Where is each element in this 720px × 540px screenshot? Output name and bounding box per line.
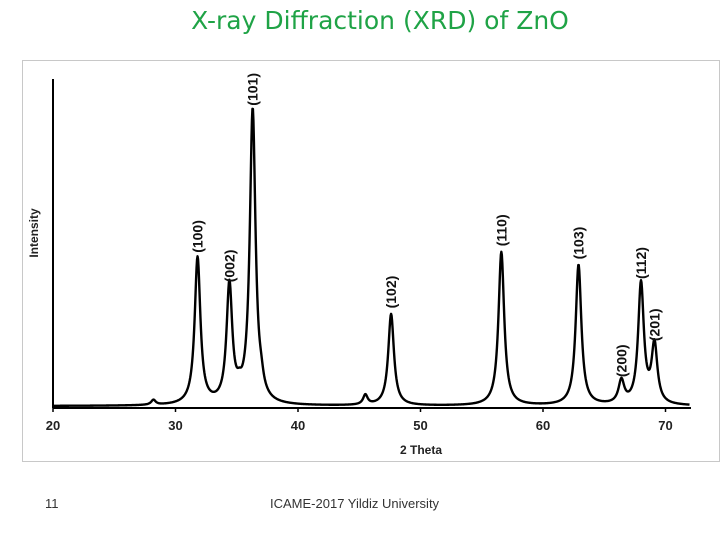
peak-label: (112) <box>633 247 649 279</box>
xrd-spectrum-line <box>52 107 691 407</box>
peak-label: (201) <box>647 308 663 341</box>
x-axis-label: 2 Theta <box>400 443 442 457</box>
x-tick-label: 20 <box>46 418 60 433</box>
x-tick-label: 70 <box>658 418 672 433</box>
peak-label: (100) <box>190 220 206 253</box>
y-axis-label: Intensity <box>27 208 41 258</box>
xrd-chart-svg: 20 30 40 50 60 70 (100) (002) (101) (102) (110) (10… <box>27 73 691 457</box>
xrd-chart: 20 30 40 50 60 70 (100) (002) (101) (102) (110) (10… <box>22 60 720 462</box>
slide-title: X-ray Diffraction (XRD) of ZnO <box>191 6 569 35</box>
peak-label: (110) <box>493 214 509 246</box>
peak-label: (200) <box>613 344 629 377</box>
peak-label: (103) <box>571 227 587 260</box>
peak-label: (101) <box>245 73 261 106</box>
page-number: 11 <box>45 496 59 511</box>
plot-area: 20 30 40 50 60 70 (100) (002) (101) (102) (110) (10… <box>46 73 691 433</box>
x-tick-label: 50 <box>413 418 427 433</box>
footer-text: ICAME-2017 Yildiz University <box>270 496 440 511</box>
x-tick-label: 30 <box>168 418 182 433</box>
peak-label: (002) <box>221 250 237 283</box>
peak-label: (102) <box>383 276 399 309</box>
x-tick-label: 60 <box>536 418 550 433</box>
x-tick-label: 40 <box>291 418 305 433</box>
